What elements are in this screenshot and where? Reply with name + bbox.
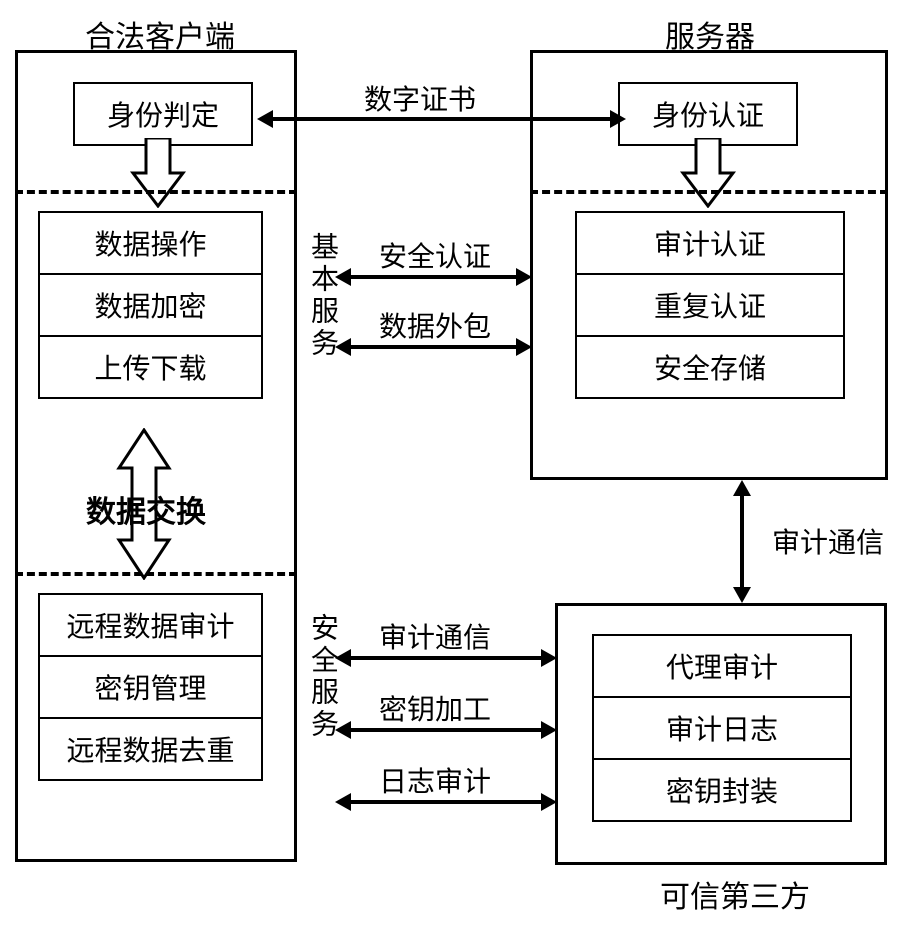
audit-comm-arrow-l (335, 649, 351, 667)
basic-service-item: 数据操作 (38, 211, 263, 273)
server-dashed (530, 190, 888, 194)
key-process-label: 密钥加工 (355, 688, 515, 728)
hollow-arrow-down-1 (128, 138, 188, 208)
security-service-item: 远程数据去重 (38, 717, 263, 781)
security-service-item: 密钥管理 (38, 655, 263, 717)
audit-comm2-line (740, 495, 744, 589)
server-container: 身份认证 审计认证 重复认证 安全存储 (530, 50, 888, 480)
third-party-title: 可信第三方 (635, 872, 835, 916)
client-dashed-1 (15, 190, 297, 194)
client-container: 身份判定 数据操作 数据加密 上传下载 数据交换 远程数据审计 密钥管理 远程数… (15, 50, 297, 862)
data-exchange-label: 数据交换 (31, 487, 261, 531)
third-party-item: 代理审计 (592, 634, 852, 696)
digital-cert-arrow-l (257, 110, 273, 128)
data-outsource-line (350, 345, 518, 349)
basic-service-item: 上传下载 (38, 335, 263, 399)
server-services-stack: 审计认证 重复认证 安全存储 (575, 211, 845, 399)
key-process-arrow-l (335, 721, 351, 739)
digital-cert-line (272, 117, 612, 121)
third-party-item: 审计日志 (592, 696, 852, 758)
basic-service-item: 数据加密 (38, 273, 263, 335)
security-service-item: 远程数据审计 (38, 593, 263, 655)
third-party-container: 代理审计 审计日志 密钥封装 (555, 603, 887, 865)
log-audit-arrow-l (335, 793, 351, 811)
client-dashed-2 (15, 572, 297, 576)
log-audit-arrow-r (541, 793, 557, 811)
log-audit-label: 日志审计 (355, 760, 515, 800)
secure-auth-arrow-l (335, 268, 351, 286)
key-process-arrow-r (541, 721, 557, 739)
server-service-item: 审计认证 (575, 211, 845, 273)
secure-auth-label: 安全认证 (355, 235, 515, 275)
audit-comm2-label: 审计通信 (758, 521, 898, 561)
audit-comm2-arrow-u (733, 480, 751, 496)
log-audit-line (350, 800, 543, 804)
secure-auth-arrow-r (516, 268, 532, 286)
basic-services-stack: 数据操作 数据加密 上传下载 (38, 211, 263, 399)
digital-cert-label: 数字证书 (340, 78, 500, 118)
data-outsource-arrow-r (516, 338, 532, 356)
data-outsource-arrow-l (335, 338, 351, 356)
server-service-item: 安全存储 (575, 335, 845, 399)
key-process-line (350, 728, 543, 732)
audit-comm-arrow-r (541, 649, 557, 667)
digital-cert-arrow-r (610, 110, 626, 128)
audit-comm-label: 审计通信 (355, 616, 515, 656)
third-party-stack: 代理审计 审计日志 密钥封装 (592, 634, 852, 822)
secure-auth-line (350, 275, 518, 279)
audit-comm-line (350, 656, 543, 660)
third-party-item: 密钥封装 (592, 758, 852, 822)
client-identity-box: 身份判定 (73, 82, 253, 146)
server-service-item: 重复认证 (575, 273, 845, 335)
server-identity-box: 身份认证 (618, 82, 798, 146)
hollow-arrow-down-2 (678, 138, 738, 208)
security-services-stack: 远程数据审计 密钥管理 远程数据去重 (38, 593, 263, 781)
data-outsource-label: 数据外包 (355, 305, 515, 345)
audit-comm2-arrow-d (733, 587, 751, 603)
